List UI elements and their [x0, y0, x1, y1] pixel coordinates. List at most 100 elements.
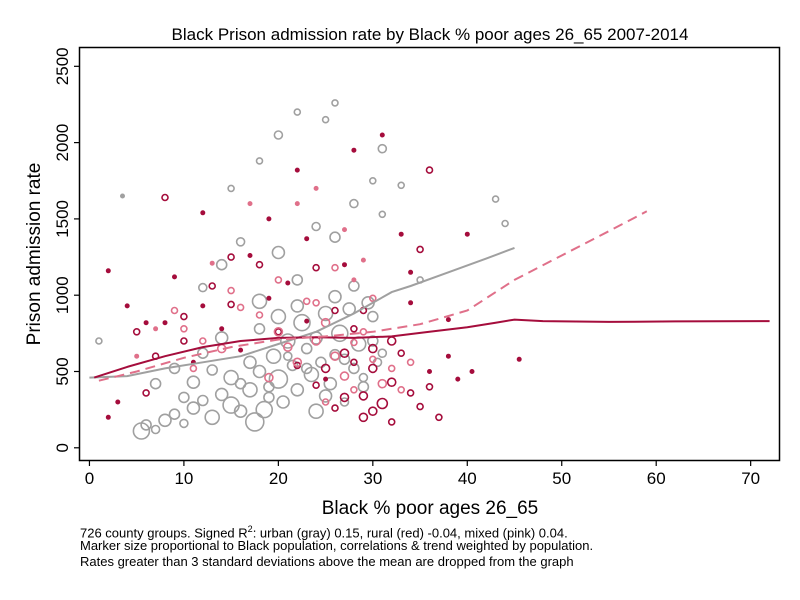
scatter-point-urban — [290, 382, 305, 397]
scatter-point-urban — [308, 403, 324, 420]
scatter-point-rural — [367, 363, 378, 374]
scatter-point-urban — [348, 362, 360, 375]
scatter-point-urban — [290, 299, 305, 313]
y-tick-label: 500 — [53, 357, 72, 385]
scatter-point-urban — [397, 181, 406, 190]
scatter-point-rural — [435, 413, 443, 422]
scatter-point-rural — [367, 406, 378, 417]
scatter-point-urban — [168, 408, 181, 421]
scatter-point-mixed — [199, 337, 207, 345]
scatter-point-urban — [158, 413, 172, 428]
scatter-point-mixed — [170, 306, 179, 315]
scatter-point-mixed — [180, 324, 188, 333]
scatter-point-rural — [406, 389, 415, 397]
scatter-point-rural — [143, 320, 149, 326]
x-tick-label: 20 — [269, 469, 288, 488]
scatter-point-urban — [268, 369, 289, 389]
x-tick-label: 60 — [647, 469, 666, 488]
scatter-point-rural — [142, 389, 150, 397]
scatter-point-urban — [273, 130, 284, 140]
scatter-point-mixed — [331, 263, 339, 272]
footnote-r-squared: 726 county groups. Signed R2: urban (gra… — [80, 522, 568, 540]
scatter-point-urban — [349, 198, 359, 209]
scatter-point-urban — [501, 219, 509, 228]
scatter-point-mixed — [360, 257, 366, 263]
trend-lines-layer — [89, 210, 770, 382]
scatter-point-urban — [206, 364, 218, 376]
scatter-point-mixed — [368, 294, 377, 303]
scatter-point-rural — [227, 300, 235, 309]
scatter-point-urban — [300, 362, 313, 375]
scatter-point-urban — [318, 389, 333, 403]
scatter-point-mixed — [236, 303, 245, 312]
scatter-point-urban — [233, 404, 248, 419]
x-axis-label: Black % poor ages 26_65 — [322, 498, 539, 519]
scatter-point-urban — [331, 99, 339, 107]
footnote-outliers: Rates greater than 3 standard deviations… — [80, 554, 574, 569]
scatter-point-rural — [200, 303, 206, 309]
footnote-r-squared-pre: 726 county groups. Signed R — [80, 525, 248, 541]
scatter-point-rural — [386, 377, 397, 388]
scatter-point-rural — [180, 312, 188, 321]
scatter-point-urban — [204, 409, 220, 426]
scatter-point-rural — [312, 381, 320, 390]
scatter-point-urban — [315, 356, 327, 369]
scatter-point-mixed — [387, 364, 396, 373]
trend-line-mixed — [98, 210, 648, 382]
scatter-point-urban — [235, 237, 246, 247]
scatter-point-mixed — [377, 378, 388, 389]
scatter-point-mixed — [312, 298, 320, 307]
scatter-point-rural — [105, 268, 111, 274]
scatter-point-rural — [304, 318, 310, 324]
scatter-point-rural — [274, 327, 283, 336]
y-tick-label: 0 — [53, 443, 72, 452]
x-tick-label: 10 — [174, 469, 193, 488]
footnote-r-squared-post: : urban (gray) 0.15, rural (red) -0.04, … — [252, 525, 568, 541]
scatter-point-urban — [366, 310, 379, 323]
scatter-point-urban — [293, 108, 302, 116]
scatter-point-rural — [115, 399, 121, 405]
scatter-point-rural — [464, 231, 470, 237]
chart-title: Black Prison admission rate by Black % p… — [172, 25, 689, 44]
scatter-point-rural — [339, 392, 350, 403]
scatter-point-rural — [180, 337, 188, 345]
scatter-point-urban — [149, 377, 162, 390]
scatter-point-urban — [377, 143, 388, 154]
scatter-point-rural — [238, 347, 244, 353]
scatter-point-rural — [331, 404, 339, 412]
scatter-point-urban — [197, 394, 209, 407]
scatter-point-urban — [300, 342, 313, 355]
scatter-point-rural — [331, 306, 339, 315]
scatter-point-mixed — [330, 351, 340, 362]
scatter-point-mixed — [273, 326, 284, 337]
scatter-point-rural — [124, 303, 130, 309]
scatter-point-urban — [223, 369, 239, 386]
scatter-point-rural — [350, 324, 358, 333]
scatter-point-urban — [95, 337, 103, 345]
scatter-point-rural — [172, 274, 177, 280]
scatter-point-mixed — [209, 260, 215, 266]
scatter-point-urban — [338, 353, 351, 366]
scatter-point-rural — [427, 369, 432, 374]
scatter-point-urban — [214, 387, 229, 402]
scatter-point-urban — [330, 324, 349, 343]
scatter-point-rural — [387, 418, 396, 426]
scatter-point-rural — [416, 245, 424, 254]
scatter-point-rural — [350, 358, 358, 367]
x-tick-label: 50 — [552, 469, 571, 488]
scatter-point-rural — [469, 369, 475, 374]
scatter-point-urban — [140, 419, 152, 431]
scatter-point-rural — [294, 167, 300, 173]
scatter-point-urban — [378, 210, 387, 219]
scatter-point-urban — [339, 397, 350, 407]
scatter-point-rural — [408, 269, 414, 275]
scatter-point-urban — [253, 322, 266, 335]
scatter-point-urban — [270, 308, 287, 325]
scatter-point-urban — [358, 372, 369, 383]
scatter-point-mixed — [274, 276, 283, 284]
scatter-point-urban — [243, 355, 257, 370]
y-tick-label: 2500 — [53, 47, 72, 85]
plot-area-frame — [78, 46, 781, 462]
scatter-point-mixed — [368, 355, 377, 364]
